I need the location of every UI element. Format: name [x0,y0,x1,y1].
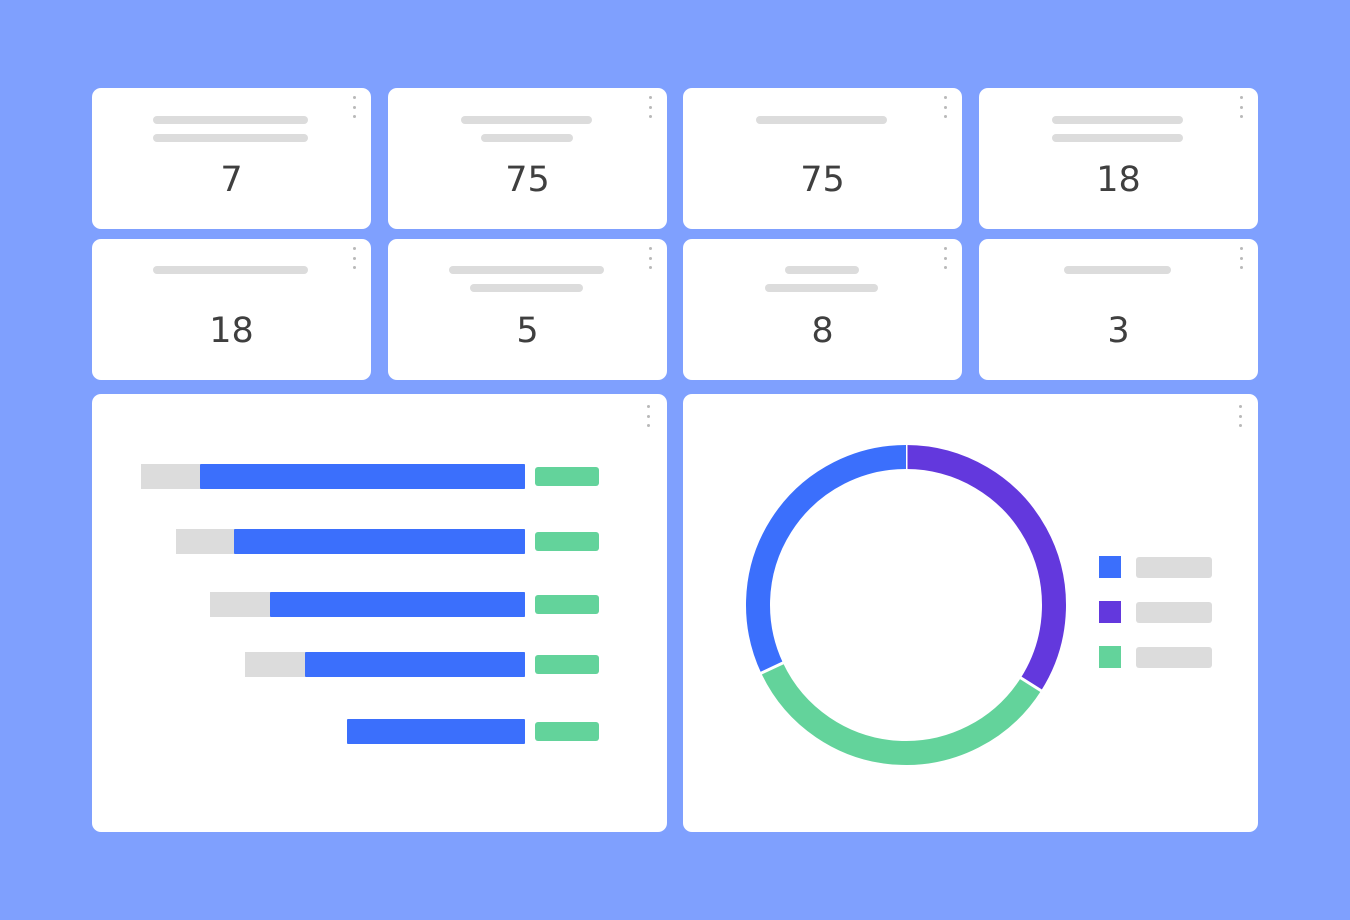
bar-fill [234,529,525,554]
bar-value-tag [535,655,599,674]
slice-separator [759,661,785,675]
bar-fill [347,719,525,744]
kpi-card: 3 [979,239,1258,380]
kpi-title-placeholder [153,266,308,274]
kpi-title-placeholder [470,284,583,292]
kpi-card: 8 [683,239,962,380]
kebab-menu-icon[interactable] [940,96,950,118]
donut-chart [746,444,1066,765]
bar-value-tag [535,532,599,551]
kebab-menu-icon[interactable] [1236,96,1246,118]
kpi-title-placeholder [461,116,592,124]
legend-swatch [1099,556,1121,578]
legend-label-placeholder [1136,602,1212,623]
kebab-menu-icon[interactable] [645,247,655,269]
kpi-card: 7 [92,88,371,229]
kpi-title-placeholder [765,284,878,292]
legend-label-placeholder [1136,557,1212,578]
kpi-title-placeholder [1064,266,1171,274]
donut-slice[interactable] [905,445,1066,691]
kebab-menu-icon[interactable] [645,96,655,118]
kpi-title-placeholder [784,266,859,274]
slice-separator [1019,676,1043,693]
kpi-title-placeholder [480,134,573,142]
legend-label-placeholder [1136,647,1212,668]
kpi-card: 18 [979,88,1258,229]
legend-swatch [1099,601,1121,623]
bar-value-tag [535,595,599,614]
kpi-value: 5 [516,311,539,351]
legend-swatch [1099,646,1121,668]
kebab-menu-icon[interactable] [349,247,359,269]
donut-slice[interactable] [746,445,907,674]
kpi-value: 75 [505,160,550,200]
bar-fill [305,652,525,677]
kebab-menu-icon[interactable] [1236,247,1246,269]
kpi-title-placeholder [153,116,308,124]
kpi-title-placeholder [1052,134,1183,142]
kpi-value: 8 [811,311,834,351]
kpi-card: 5 [388,239,667,380]
bar-value-tag [535,467,599,486]
kpi-card: 75 [388,88,667,229]
bar-fill [270,592,525,617]
kpi-value: 3 [1107,311,1130,351]
kpi-card: 75 [683,88,962,229]
kpi-value: 75 [800,160,845,200]
bar-value-tag [535,722,599,741]
kebab-menu-icon[interactable] [940,247,950,269]
donut-chart-card [683,394,1258,832]
donut-slice[interactable] [761,662,1042,765]
kpi-card: 18 [92,239,371,380]
kebab-menu-icon[interactable] [643,405,653,427]
bar-fill [200,464,525,489]
bar-chart-card [92,394,667,832]
kpi-value: 18 [1096,160,1141,200]
kpi-value: 18 [209,311,254,351]
kpi-title-placeholder [1052,116,1183,124]
kebab-menu-icon[interactable] [1235,405,1245,427]
kpi-title-placeholder [153,134,308,142]
kpi-title-placeholder [449,266,604,274]
kebab-menu-icon[interactable] [349,96,359,118]
kpi-title-placeholder [756,116,887,124]
kpi-value: 7 [220,160,243,200]
